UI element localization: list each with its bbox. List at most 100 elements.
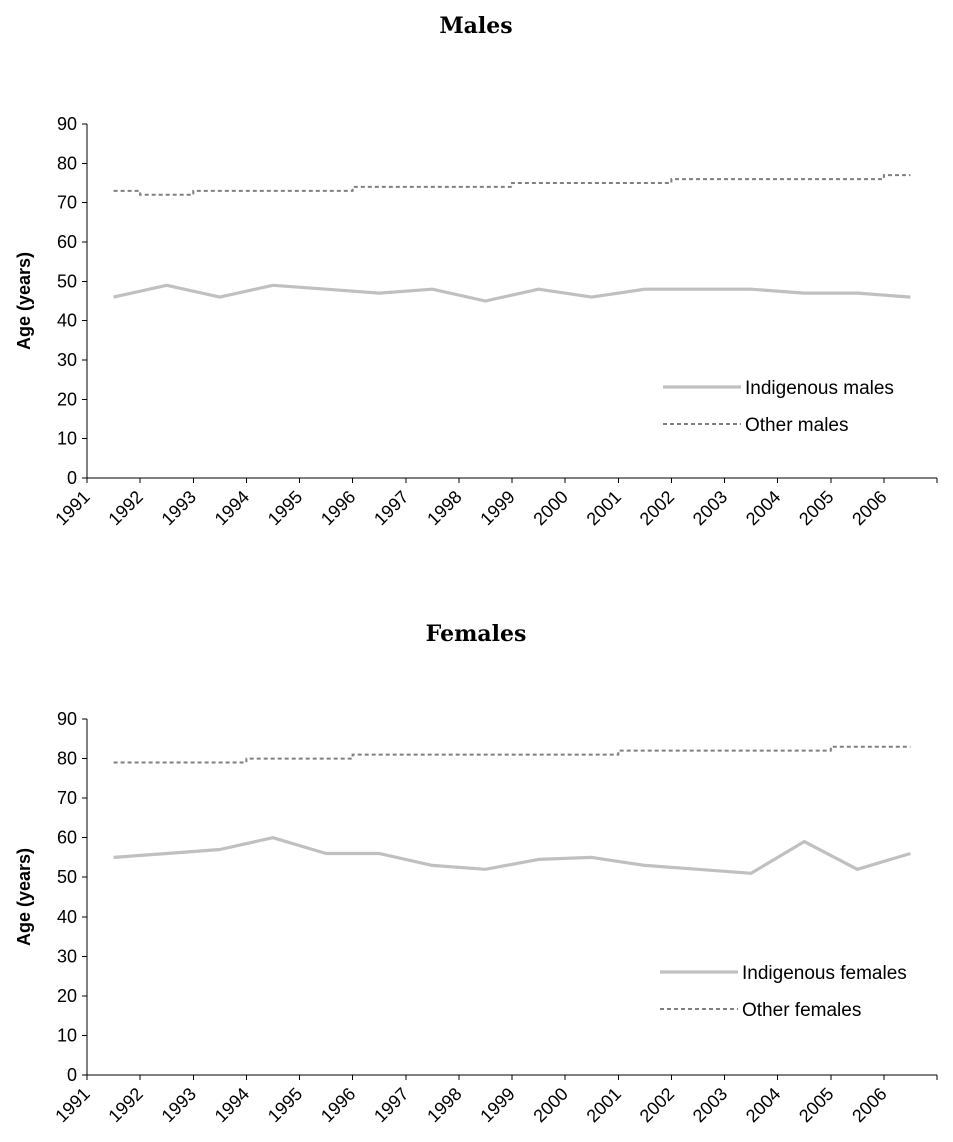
data-point <box>430 863 434 867</box>
data-point <box>537 181 541 185</box>
data-point <box>643 749 647 753</box>
data-point <box>271 757 275 761</box>
data-point <box>908 851 912 855</box>
data-point <box>377 291 381 295</box>
y-tick-label: 80 <box>57 153 77 173</box>
data-point <box>324 287 328 291</box>
data-point <box>643 863 647 867</box>
x-tick-label: 1996 <box>317 1084 359 1126</box>
x-tick-label: 1997 <box>370 487 412 529</box>
y-tick-label: 90 <box>57 114 77 134</box>
data-point <box>749 287 753 291</box>
data-point <box>802 749 806 753</box>
y-tick-label: 10 <box>57 1025 77 1045</box>
data-point <box>855 867 859 871</box>
series-line-1 <box>113 283 911 303</box>
data-point <box>165 283 169 287</box>
data-point <box>483 867 487 871</box>
data-point <box>483 299 487 303</box>
data-point <box>802 291 806 295</box>
x-tick-label: 1997 <box>370 1084 412 1126</box>
y-tick-label: 30 <box>57 350 77 370</box>
x-tick-label: 2003 <box>689 1084 731 1126</box>
data-point <box>165 193 169 197</box>
data-point <box>590 181 594 185</box>
x-tick-label: 1999 <box>476 1084 518 1126</box>
data-point <box>643 287 647 291</box>
y-tick-label: 40 <box>57 311 77 331</box>
data-point <box>483 185 487 189</box>
x-tick-label: 2004 <box>742 487 784 529</box>
y-tick-label: 30 <box>57 946 77 966</box>
y-tick-label: 50 <box>57 271 77 291</box>
x-tick-label: 1995 <box>264 1084 306 1126</box>
legend-label: Indigenous males <box>745 378 894 399</box>
data-point <box>165 851 169 855</box>
y-tick-label: 40 <box>57 907 77 927</box>
data-point <box>749 749 753 753</box>
x-tick-label: 2005 <box>795 487 837 529</box>
series-line-1 <box>113 836 911 875</box>
x-tick-label: 1998 <box>423 487 465 529</box>
x-tick-label: 1992 <box>104 487 146 529</box>
x-tick-label: 2002 <box>636 487 678 529</box>
y-tick-label: 60 <box>57 232 77 252</box>
data-point <box>483 753 487 757</box>
data-point <box>537 753 541 757</box>
x-tick-label: 1994 <box>211 487 253 529</box>
data-point <box>430 185 434 189</box>
data-point <box>908 295 912 299</box>
x-tick-label: 2004 <box>742 1084 784 1126</box>
data-point <box>377 185 381 189</box>
y-tick-label: 0 <box>67 1065 77 1085</box>
x-tick-label: 1999 <box>476 487 518 529</box>
data-point <box>537 287 541 291</box>
data-point <box>271 189 275 193</box>
data-point <box>643 181 647 185</box>
y-tick-label: 80 <box>57 749 77 769</box>
data-point <box>908 173 912 177</box>
y-tick-label: 70 <box>57 788 77 808</box>
x-tick-label: 2000 <box>529 1084 571 1126</box>
series-line-2 <box>113 174 911 196</box>
y-tick-label: 50 <box>57 867 77 887</box>
x-tick-label: 1993 <box>158 487 200 529</box>
data-point <box>112 761 116 765</box>
data-point <box>802 840 806 844</box>
chart-title: Males <box>439 13 512 39</box>
data-point <box>749 871 753 875</box>
data-point <box>696 177 700 181</box>
data-point <box>377 753 381 757</box>
data-point <box>590 855 594 859</box>
chart-title: Females <box>426 621 527 647</box>
data-point <box>218 295 222 299</box>
data-point <box>218 761 222 765</box>
legend-label: Other males <box>745 415 848 436</box>
x-tick-label: 1991 <box>51 487 93 529</box>
x-tick-label: 2005 <box>795 1084 837 1126</box>
data-point <box>218 848 222 852</box>
data-point <box>802 177 806 181</box>
x-tick-label: 1995 <box>264 487 306 529</box>
data-point <box>749 177 753 181</box>
data-point <box>218 189 222 193</box>
y-tick-label: 90 <box>57 709 77 729</box>
data-point <box>324 757 328 761</box>
y-tick-label: 60 <box>57 828 77 848</box>
y-axis-label: Age (years) <box>14 252 34 350</box>
x-tick-label: 1994 <box>211 1084 253 1126</box>
data-point <box>696 749 700 753</box>
x-tick-label: 1993 <box>158 1084 200 1126</box>
data-point <box>537 857 541 861</box>
x-tick-label: 2000 <box>529 487 571 529</box>
x-tick-label: 2002 <box>636 1084 678 1126</box>
legend-label: Indigenous females <box>742 963 907 984</box>
y-tick-label: 20 <box>57 986 77 1006</box>
y-tick-label: 10 <box>57 429 77 449</box>
data-point <box>112 189 116 193</box>
data-point <box>324 189 328 193</box>
data-point <box>696 867 700 871</box>
y-axis-label: Age (years) <box>14 848 34 946</box>
x-tick-label: 1998 <box>423 1084 465 1126</box>
x-tick-label: 1991 <box>51 1084 93 1126</box>
